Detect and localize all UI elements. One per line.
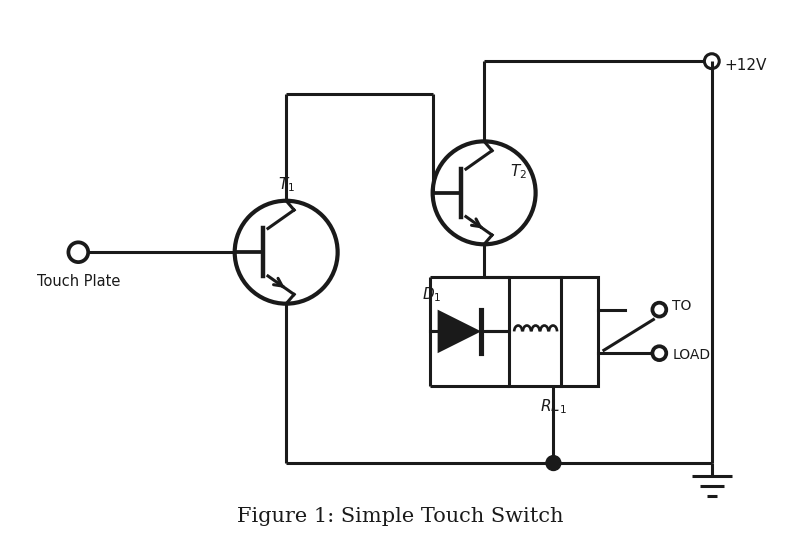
Polygon shape — [438, 310, 481, 353]
Text: $D_1$: $D_1$ — [422, 285, 442, 304]
Text: Figure 1: Simple Touch Switch: Figure 1: Simple Touch Switch — [237, 507, 563, 526]
Text: $T_2$: $T_2$ — [510, 162, 527, 181]
Text: +12V: +12V — [725, 57, 767, 73]
Bar — [509, 277, 598, 386]
Text: LOAD: LOAD — [672, 348, 710, 362]
Text: Touch Plate: Touch Plate — [37, 274, 120, 289]
Text: $T_1$: $T_1$ — [278, 175, 295, 194]
Text: $RL_1$: $RL_1$ — [540, 398, 567, 416]
Circle shape — [546, 456, 561, 470]
Text: TO: TO — [672, 299, 691, 313]
